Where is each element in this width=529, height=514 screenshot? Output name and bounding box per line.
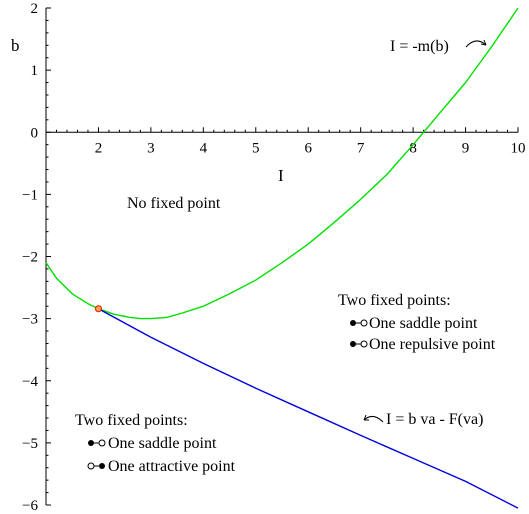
x-axis-label: I bbox=[278, 166, 284, 185]
saddle-symbol-icon bbox=[350, 319, 368, 327]
x-tick-label: 5 bbox=[252, 140, 260, 156]
x-tick-label: 4 bbox=[200, 140, 208, 156]
saddle-symbol-icon bbox=[88, 439, 106, 447]
region-right-item1: One saddle point bbox=[369, 315, 478, 332]
attractive-symbol-icon bbox=[87, 462, 105, 470]
y-tick-label: 1 bbox=[31, 63, 39, 79]
series-line-blue bbox=[98, 308, 519, 509]
curve-label-green: I = -m(b) bbox=[390, 38, 449, 55]
y-tick-label: −3 bbox=[22, 312, 38, 328]
y-tick-label: 0 bbox=[31, 125, 39, 141]
region-left-item2: One attractive point bbox=[108, 458, 236, 475]
region-left-title: Two fixed points: bbox=[75, 412, 188, 429]
x-tick-label: 8 bbox=[409, 140, 417, 156]
y-tick-label: −6 bbox=[22, 498, 38, 514]
x-tick-label: 2 bbox=[95, 140, 103, 156]
y-tick-label: 2 bbox=[31, 1, 39, 17]
region-right-item2: One repulsive point bbox=[369, 336, 496, 353]
region-right-title: Two fixed points: bbox=[338, 292, 451, 309]
y-tick-label: −2 bbox=[22, 250, 38, 266]
axes bbox=[45, 7, 519, 506]
region-left-item1: One saddle point bbox=[108, 435, 217, 452]
y-axis-label: b bbox=[11, 36, 20, 55]
x-tick-label: 10 bbox=[511, 140, 526, 156]
y-tick-label: −4 bbox=[22, 374, 38, 390]
curve-label-green-arrow bbox=[465, 40, 487, 48]
x-tick-label: 7 bbox=[357, 140, 365, 156]
curve-label-blue-arrow bbox=[363, 416, 384, 423]
x-tick-label: 6 bbox=[304, 140, 312, 156]
series-lines bbox=[45, 7, 519, 509]
bifurcation-point-marker bbox=[94, 305, 103, 313]
x-tick-label: 9 bbox=[462, 140, 470, 156]
curve-label-blue-arrowhead bbox=[363, 414, 369, 421]
curve-label-green-arrowhead bbox=[480, 39, 487, 46]
region-label-no-fixed-point: No fixed point bbox=[127, 195, 221, 212]
x-tick-label: 3 bbox=[147, 140, 155, 156]
curve-label-blue: I = b va - F(va) bbox=[386, 411, 483, 428]
y-tick-label: −5 bbox=[22, 436, 38, 452]
repulsive-symbol-icon bbox=[350, 340, 368, 348]
y-tick-label: −1 bbox=[22, 187, 38, 203]
